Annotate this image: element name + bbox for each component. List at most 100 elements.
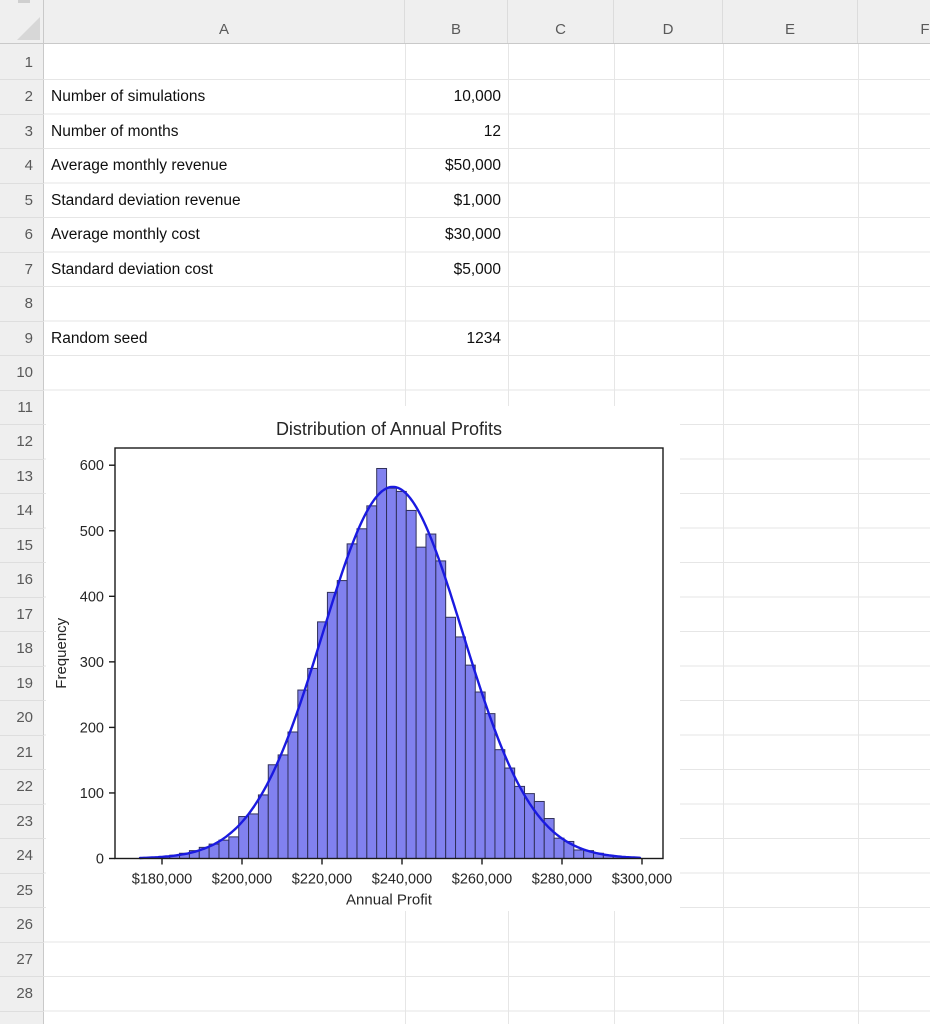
row-header-17[interactable]: 17: [0, 598, 44, 632]
row-header-10[interactable]: 10: [0, 356, 44, 391]
histogram-bar: [297, 689, 309, 860]
row-header-15[interactable]: 15: [0, 529, 44, 563]
y-tick-label: 100: [80, 786, 104, 802]
row-header-25[interactable]: 25: [0, 874, 44, 908]
histogram-bar: [573, 849, 585, 860]
cell-B7[interactable]: $5,000: [453, 260, 501, 278]
y-tick-label: 0: [96, 852, 104, 868]
row-header-26[interactable]: 26: [0, 908, 44, 943]
histogram-bar: [307, 667, 319, 859]
profit-histogram-chart: 0 100 200 300 400 500 600 $180,000 $200,000 $220,…: [53, 419, 672, 909]
x-tick-label: $240,000: [372, 872, 432, 888]
histogram-bar: [218, 839, 230, 859]
embedded-chart[interactable]: 0 100 200 300 400 500 600 $180,000 $200,000 $220,…: [46, 406, 680, 911]
sheet-row-2: Number of simulations 10,000: [44, 80, 509, 115]
y-tick-label: 600: [80, 458, 104, 474]
histogram-bar: [494, 749, 506, 859]
cell-A5[interactable]: Standard deviation revenue: [51, 191, 241, 209]
row-header-13[interactable]: 13: [0, 460, 44, 494]
histogram-bar: [445, 616, 457, 859]
histogram-bar: [484, 713, 496, 860]
histogram-bar: [326, 591, 338, 859]
row-header-9[interactable]: 9: [0, 322, 44, 356]
histogram-bar: [474, 691, 486, 860]
row-header-8[interactable]: 8: [0, 287, 44, 322]
histogram-bar: [386, 487, 397, 860]
sheet-row-5: Standard deviation revenue $1,000: [44, 184, 509, 219]
row-header-3[interactable]: 3: [0, 115, 44, 149]
column-header-B[interactable]: B: [405, 0, 508, 43]
row-header-18[interactable]: 18: [0, 632, 44, 667]
histogram-bar: [376, 467, 388, 860]
select-all-triangle-icon: [17, 17, 40, 40]
row-header-23[interactable]: 23: [0, 805, 44, 839]
row-header-7[interactable]: 7: [0, 253, 44, 287]
y-tick-label: 200: [80, 720, 104, 736]
histogram-bar: [455, 636, 466, 859]
density-curve: [138, 485, 642, 860]
row-header-11[interactable]: 11: [0, 391, 44, 425]
sheet-row-6: Average monthly cost $30,000: [44, 218, 509, 253]
row-header-28[interactable]: 28: [0, 977, 44, 1012]
column-header-C[interactable]: C: [508, 0, 614, 43]
sheet-row-7: Standard deviation cost $5,000: [44, 253, 509, 288]
row-header-6[interactable]: 6: [0, 218, 44, 253]
cell-A6[interactable]: Average monthly cost: [51, 226, 200, 243]
x-tick-label: $200,000: [212, 872, 272, 888]
row-header-1[interactable]: 1: [0, 46, 44, 80]
chart-title: Distribution of Annual Profits: [276, 419, 502, 439]
histogram-bar: [553, 837, 565, 859]
row-header-4[interactable]: 4: [0, 149, 44, 184]
histogram-bar: [533, 800, 545, 859]
histogram-bar: [356, 528, 368, 859]
cell-B4[interactable]: $50,000: [444, 157, 501, 174]
row-header-2[interactable]: 2: [0, 80, 44, 115]
y-tick-label: 500: [80, 524, 104, 540]
x-tick-label: $220,000: [292, 872, 352, 888]
x-tick-label: $300,000: [612, 872, 672, 888]
histogram-bar: [228, 836, 240, 859]
row-header-20[interactable]: 20: [0, 701, 44, 736]
histogram-bar: [405, 509, 417, 859]
row-header-14[interactable]: 14: [0, 494, 44, 529]
cell-B5[interactable]: $1,000: [453, 191, 501, 209]
row-header-24[interactable]: 24: [0, 839, 44, 874]
row-header-22[interactable]: 22: [0, 770, 44, 805]
histogram-bar: [317, 621, 328, 859]
row-header-12[interactable]: 12: [0, 425, 44, 460]
cell-A2[interactable]: Number of simulations: [51, 88, 206, 105]
cell-A3[interactable]: Number of months: [51, 122, 179, 140]
histogram-bar: [248, 813, 259, 859]
cell-B9[interactable]: 1234: [466, 329, 501, 347]
sheet-row-3: Number of months 12: [44, 115, 509, 150]
histogram-bar: [425, 533, 437, 859]
cell-A7[interactable]: Standard deviation cost: [51, 260, 213, 278]
histogram-bar: [366, 505, 378, 859]
cell-A9[interactable]: Random seed: [51, 329, 148, 347]
histogram-bar: [435, 560, 447, 859]
select-all-corner[interactable]: [0, 0, 44, 44]
x-tick-label: $280,000: [532, 872, 592, 888]
column-header-E[interactable]: E: [723, 0, 858, 43]
cell-A4[interactable]: Average monthly revenue: [51, 157, 228, 174]
row-header-27[interactable]: 27: [0, 943, 44, 977]
x-axis-label: Annual Profit: [346, 892, 433, 909]
column-header-F[interactable]: F: [858, 0, 930, 43]
row-header-19[interactable]: 19: [0, 667, 44, 701]
row-header-16[interactable]: 16: [0, 563, 44, 598]
cell-B2[interactable]: 10,000: [453, 88, 501, 105]
column-gridline: [723, 44, 725, 1024]
histogram-bar: [395, 490, 407, 860]
cell-B3[interactable]: 12: [483, 122, 501, 140]
sheet-row-4: Average monthly revenue $50,000: [44, 149, 509, 184]
row-header-21[interactable]: 21: [0, 736, 44, 770]
column-gridline: [858, 44, 860, 1024]
row-header-5[interactable]: 5: [0, 184, 44, 218]
x-tick-label: $260,000: [452, 872, 512, 888]
y-tick-label: 400: [80, 589, 104, 605]
cell-B6[interactable]: $30,000: [444, 226, 501, 243]
histogram-bar: [257, 794, 269, 860]
column-header-A[interactable]: A: [44, 0, 405, 43]
column-header-D[interactable]: D: [614, 0, 723, 43]
